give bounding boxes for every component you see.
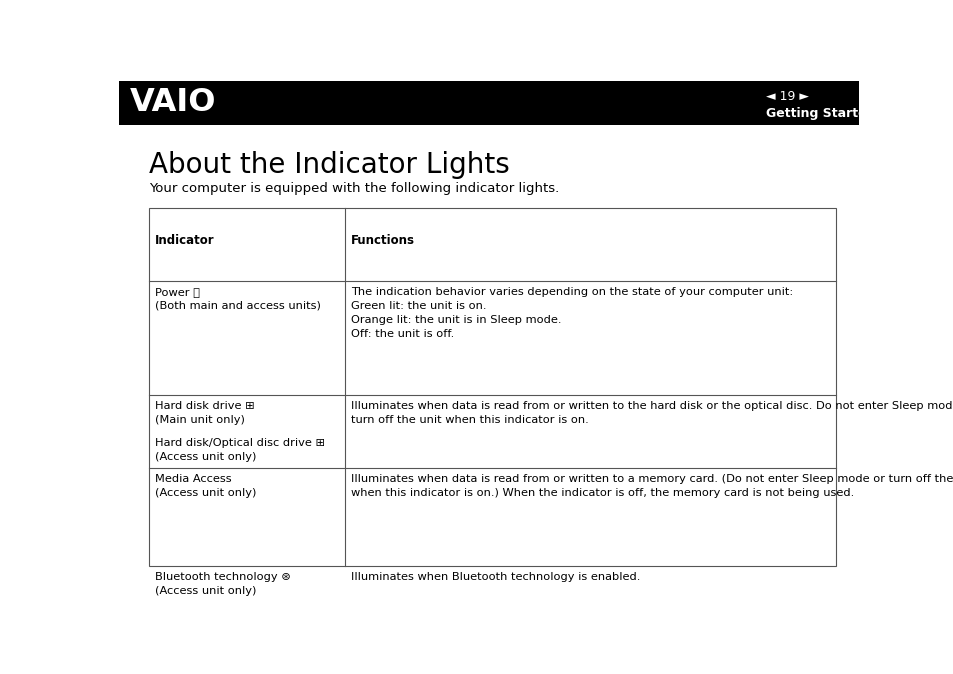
Text: Hard disk/Optical disc drive ⊞: Hard disk/Optical disc drive ⊞ [154,437,324,448]
Text: Indicator: Indicator [154,234,214,247]
Text: Orange lit: the unit is in Sleep mode.: Orange lit: the unit is in Sleep mode. [351,315,560,325]
Text: Hard disk drive ⊞: Hard disk drive ⊞ [154,401,254,411]
Text: turn off the unit when this indicator is on.: turn off the unit when this indicator is… [351,415,588,425]
Text: Your computer is equipped with the following indicator lights.: Your computer is equipped with the follo… [149,182,558,195]
Text: Functions: Functions [351,234,415,247]
Text: Off: the unit is off.: Off: the unit is off. [351,329,454,339]
Text: VAIO: VAIO [131,88,216,119]
Text: (Access unit only): (Access unit only) [154,452,255,462]
Text: (Main unit only): (Main unit only) [154,415,244,425]
Text: About the Indicator Lights: About the Indicator Lights [149,151,509,179]
Text: Getting Started: Getting Started [765,107,875,121]
Text: Illuminates when data is read from or written to the hard disk or the optical di: Illuminates when data is read from or wr… [351,401,953,411]
Text: Bluetooth technology ⊛: Bluetooth technology ⊛ [154,572,290,582]
Text: The indication behavior varies depending on the state of your computer unit:: The indication behavior varies depending… [351,287,792,297]
Text: Illuminates when Bluetooth technology is enabled.: Illuminates when Bluetooth technology is… [351,572,639,582]
FancyBboxPatch shape [119,81,858,125]
Text: (Both main and access units): (Both main and access units) [154,301,320,311]
Text: (Access unit only): (Access unit only) [154,586,255,596]
Text: when this indicator is on.) When the indicator is off, the memory card is not be: when this indicator is on.) When the ind… [351,488,853,498]
Text: (Access unit only): (Access unit only) [154,488,255,498]
FancyBboxPatch shape [149,208,836,566]
Text: Illuminates when data is read from or written to a memory card. (Do not enter Sl: Illuminates when data is read from or wr… [351,474,953,484]
Text: Media Access: Media Access [154,474,232,484]
Text: Power ⏻: Power ⏻ [154,287,199,297]
Text: ◄ 19 ►: ◄ 19 ► [765,90,808,103]
Text: Green lit: the unit is on.: Green lit: the unit is on. [351,301,486,311]
